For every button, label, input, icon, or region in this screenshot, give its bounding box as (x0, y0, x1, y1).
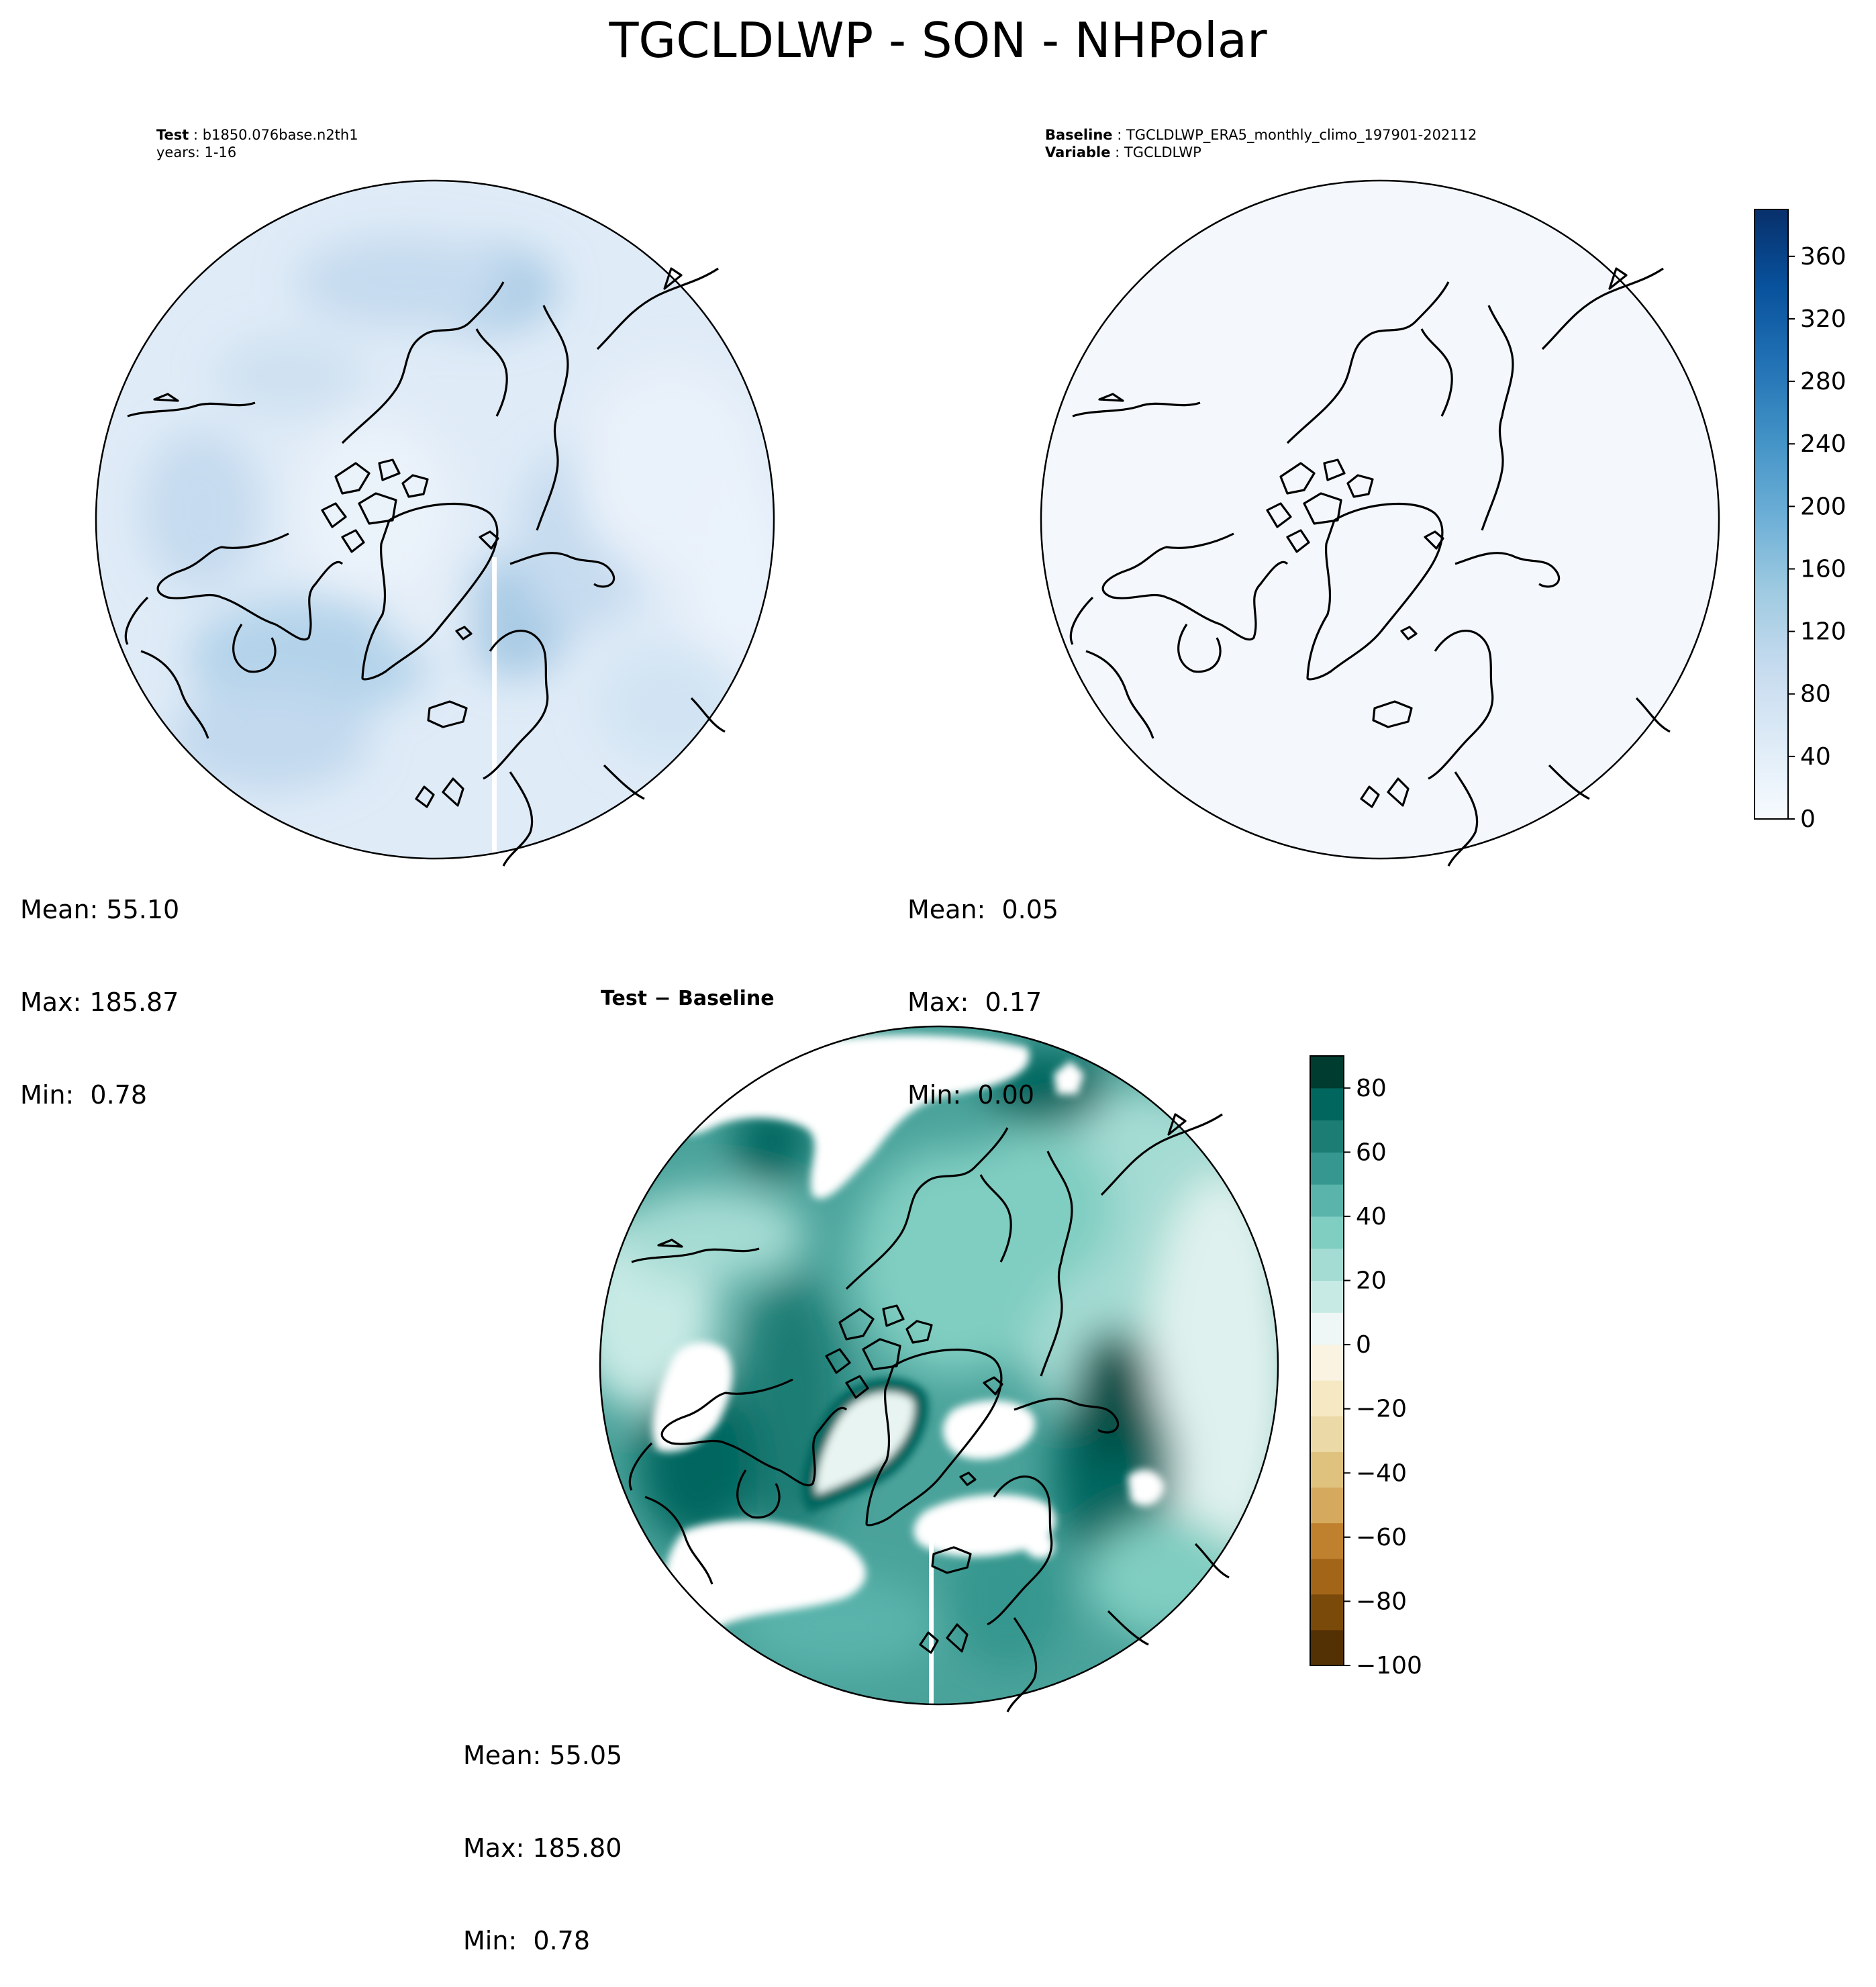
test-label-key: Test (156, 127, 189, 143)
colorbar-step (1310, 1380, 1344, 1416)
colorbar-tick-label: 20 (1356, 1267, 1387, 1295)
colorbar-tick-label: −20 (1356, 1396, 1407, 1423)
colorbar-step (1310, 1522, 1344, 1559)
colorbar-tick-label: 320 (1800, 305, 1846, 333)
test-mean: Mean: 55.10 (20, 895, 180, 924)
colorbar-tick-label: 80 (1800, 681, 1831, 708)
baseline-header: Baseline : TGCLDLWP_ERA5_monthly_climo_1… (1045, 127, 1477, 160)
colorbar-step (1310, 1087, 1344, 1121)
colorbar-step (1310, 1120, 1344, 1153)
colorbar-tick-label: 240 (1800, 430, 1846, 458)
test-years: years: 1-16 (156, 144, 237, 160)
colorbar-tick-label: 0 (1800, 806, 1816, 833)
colorbar-tick-label: 40 (1800, 743, 1831, 771)
colorbar-step (1310, 1451, 1344, 1488)
colorbar-step (1310, 1629, 1344, 1666)
colorbar-tick-label: −80 (1356, 1588, 1407, 1615)
colorbar-tick-label: 40 (1356, 1203, 1387, 1230)
test-min: Min: 0.78 (20, 1080, 147, 1110)
diff-min: Min: 0.78 (463, 1926, 590, 1955)
baseline-label-value: TGCLDLWP_ERA5_monthly_climo_197901-20211… (1126, 127, 1477, 143)
colorbar-step (1310, 1184, 1344, 1217)
diff-mean: Mean: 55.05 (463, 1741, 623, 1770)
diff-title: Test − Baseline (601, 987, 775, 1010)
colorbar-step (1310, 1416, 1344, 1452)
brbg-colorbar: −100 −80 −60 −40 −20 0 20 40 60 80 (1310, 1055, 1422, 1680)
colorbar-tick-label: 280 (1800, 368, 1846, 395)
colorbar-step (1310, 1280, 1344, 1313)
diff-stats: Mean: 55.05 Max: 185.80 Min: 0.78 (463, 1678, 622, 1987)
baseline-map (1040, 179, 1720, 867)
test-map (95, 179, 775, 867)
colorbar-step (1310, 1487, 1344, 1524)
baseline-max: Max: 0.17 (907, 987, 1042, 1017)
baseline-label-key: Baseline (1045, 127, 1113, 143)
colorbar-step (1310, 1312, 1344, 1345)
blues-colorbar: 0 40 80 120 160 200 240 280 320 360 (1754, 209, 1846, 833)
variable-label-value: TGCLDLWP (1124, 144, 1201, 160)
colorbar-step (1310, 1056, 1344, 1089)
colorbar-tick-label: 60 (1356, 1138, 1387, 1166)
colorbar-tick-label: 80 (1356, 1075, 1387, 1102)
test-stats: Mean: 55.10 Max: 185.87 Min: 0.78 (20, 832, 179, 1141)
colorbar-tick-label: −60 (1356, 1524, 1407, 1551)
colorbar-tick-label: 200 (1800, 493, 1846, 520)
colorbar-tick-label: 360 (1800, 243, 1846, 271)
figure-title: TGCLDLWP - SON - NHPolar (609, 12, 1267, 68)
colorbar-tick-label: 160 (1800, 555, 1846, 583)
baseline-mean: Mean: 0.05 (907, 895, 1059, 924)
colorbar-tick-label: −40 (1356, 1459, 1407, 1487)
diff-max: Max: 185.80 (463, 1833, 622, 1863)
colorbar-tick-label: −100 (1356, 1652, 1422, 1680)
colorbar-step (1310, 1152, 1344, 1185)
test-max: Max: 185.87 (20, 987, 179, 1017)
variable-label-key: Variable (1045, 144, 1111, 160)
colorbar-step (1310, 1216, 1344, 1249)
test-header: Test : b1850.076base.n2th1 years: 1-16 (156, 127, 358, 160)
test-label-value: b1850.076base.n2th1 (202, 127, 358, 143)
baseline-min: Min: 0.00 (907, 1080, 1034, 1110)
colorbar-step (1310, 1248, 1344, 1281)
colorbar-step (1310, 1345, 1344, 1381)
colorbar-tick-label: 0 (1356, 1331, 1371, 1359)
colorbar-step (1310, 1594, 1344, 1631)
colorbar-step (1310, 1558, 1344, 1595)
diff-map (599, 1025, 1279, 1713)
colorbar-tick-label: 120 (1800, 618, 1846, 646)
baseline-stats: Mean: 0.05 Max: 0.17 Min: 0.00 (907, 832, 1058, 1141)
